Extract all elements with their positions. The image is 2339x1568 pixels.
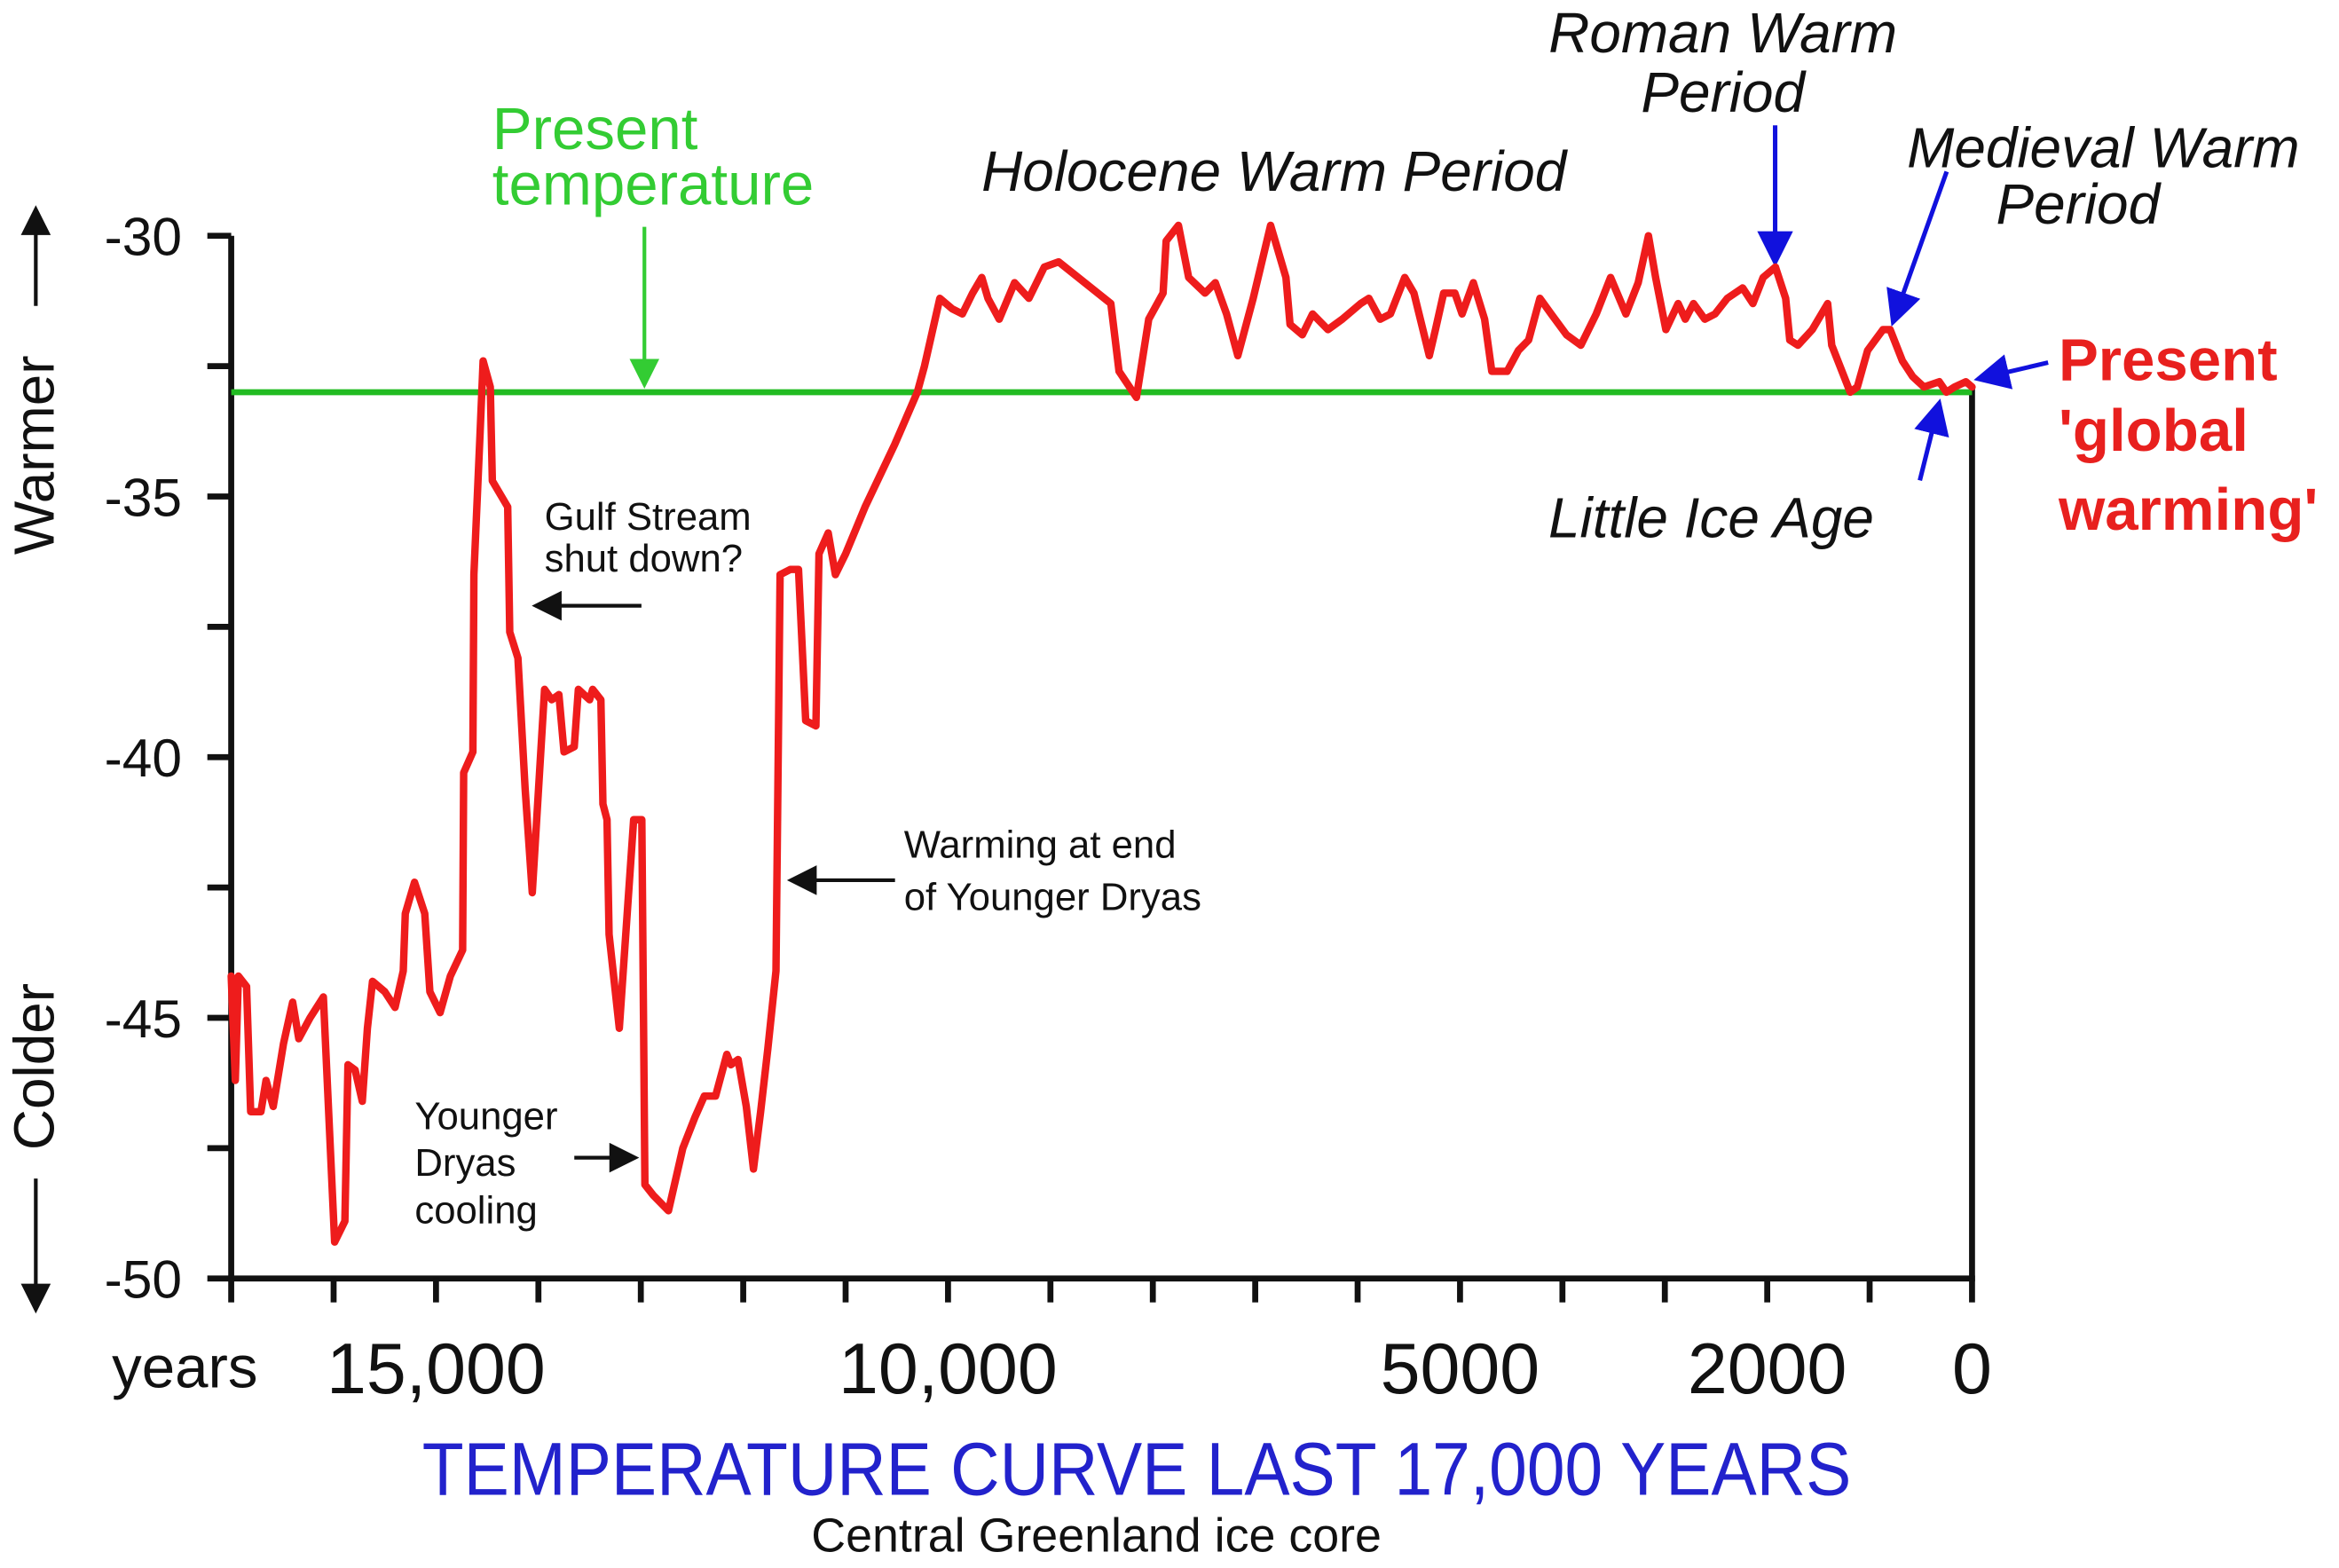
- annotation: Holocene Warm Period: [981, 139, 1569, 203]
- y-tick-label: -40: [105, 728, 182, 788]
- annotation: Little Ice Age: [1548, 485, 1874, 549]
- x-tick-label: 2000: [1688, 1329, 1847, 1409]
- annotation: Dryas: [414, 1141, 516, 1185]
- annotation: Period: [1641, 60, 1807, 124]
- annotation: Gulf Stream: [545, 495, 752, 539]
- annotation: temperature: [492, 151, 815, 217]
- y-tick-label: -50: [105, 1249, 182, 1310]
- x-axis-label: years: [112, 1335, 257, 1401]
- x-tick-label: 10,000: [839, 1329, 1058, 1409]
- annotation: Present: [2059, 327, 2278, 394]
- annotation-arrow: [1914, 398, 1949, 482]
- annotation: warming': [2058, 477, 2318, 543]
- y-tick-label: -45: [105, 989, 182, 1049]
- annotation: Warming at end: [904, 823, 1177, 867]
- annotation: cooling: [414, 1189, 537, 1233]
- x-tick-label: 15,000: [327, 1329, 546, 1409]
- annotation: shut down?: [545, 537, 743, 580]
- annotation: of Younger Dryas: [904, 876, 1201, 919]
- x-tick-label: 5000: [1381, 1329, 1540, 1409]
- chart-subtitle: Central Greenland ice core: [811, 1509, 1382, 1562]
- annotation: Period: [1996, 172, 2162, 236]
- y-axis-label-bottom: Colder: [3, 983, 67, 1150]
- x-tick-label: 0: [1952, 1329, 1992, 1409]
- y-tick-label: -30: [105, 207, 182, 267]
- y-tick-label: -35: [105, 467, 182, 527]
- annotation: Medieval Warm: [1907, 115, 2300, 179]
- y-axis-label-top: Warmer: [3, 355, 67, 555]
- annotation: 'global: [2059, 398, 2248, 464]
- annotation-arrow: [1886, 170, 1949, 327]
- annotation: Present: [492, 96, 698, 162]
- annotation: Roman Warm: [1548, 1, 1897, 65]
- chart-title: TEMPERATURE CURVE LAST 17,000 YEARS: [422, 1428, 1852, 1511]
- temperature-line: [227, 221, 1976, 1246]
- annotation: Younger: [414, 1095, 557, 1139]
- annotation-arrow: [1973, 354, 2049, 390]
